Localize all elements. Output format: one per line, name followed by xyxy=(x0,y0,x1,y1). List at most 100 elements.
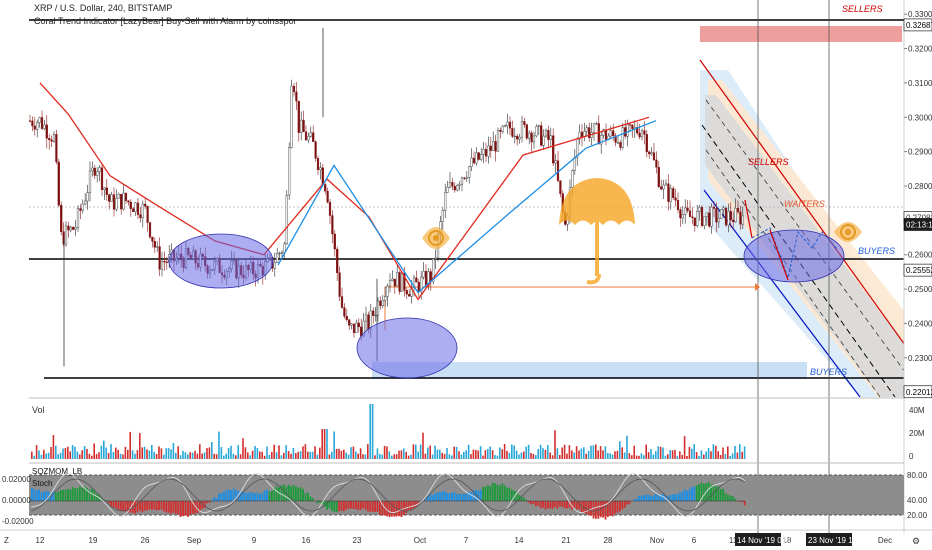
candle-body xyxy=(684,207,687,215)
symbol-title[interactable]: XRP / U.S. Dollar, 240, BITSTAMP xyxy=(34,3,172,13)
sqzmom-bar xyxy=(475,489,477,501)
sqzmom-bar xyxy=(223,491,225,501)
time-tick: 11 xyxy=(729,536,738,545)
buyers-zone[interactable] xyxy=(372,362,807,379)
sqzmom-bar xyxy=(261,493,264,501)
sqzmom-bar xyxy=(31,487,33,501)
candle-body xyxy=(501,125,504,132)
candle-body xyxy=(55,134,58,163)
candle-body xyxy=(391,278,394,281)
volume-bar xyxy=(249,455,251,459)
indicator-title[interactable]: Coral Trend Indicator [LazyBear] Buy-Sel… xyxy=(34,16,297,26)
left-tick-1: 0.02000 xyxy=(2,475,31,484)
volume-bar xyxy=(151,444,153,459)
accumulation-ellipse-2[interactable] xyxy=(356,317,458,379)
right-tick-20: 20.00 xyxy=(907,511,928,520)
sqzmom-bar xyxy=(227,489,230,501)
volume-bar xyxy=(491,450,494,459)
channel-upper-line[interactable] xyxy=(699,59,906,346)
volume-bar xyxy=(367,444,369,459)
forecast-red-2[interactable] xyxy=(769,229,789,281)
sqzmom-bar xyxy=(256,492,259,501)
sqzmom-bar xyxy=(472,490,475,501)
volume-bar xyxy=(67,446,69,459)
time-tick: 26 xyxy=(141,536,150,545)
settings-gear-icon[interactable]: ⚙ xyxy=(912,536,920,546)
volume-bar xyxy=(211,442,213,459)
volume-bar xyxy=(196,453,199,459)
candle-body xyxy=(657,167,660,187)
candle-body xyxy=(74,226,77,230)
candle-body xyxy=(508,121,512,129)
channel-mid-line[interactable] xyxy=(701,124,896,398)
volume-bar xyxy=(95,454,98,459)
volume-bar xyxy=(215,454,218,459)
volume-bar xyxy=(458,451,460,459)
sqzmom-bar xyxy=(136,501,139,513)
candle-body xyxy=(129,201,132,209)
sqzmom-bar xyxy=(263,490,266,501)
candle-body xyxy=(52,134,56,142)
zoom-icon[interactable]: Z xyxy=(4,536,9,545)
sqzmom-bar xyxy=(371,501,374,512)
sqzmom-bar xyxy=(122,501,124,511)
candle-body xyxy=(516,135,519,140)
volume-bar xyxy=(686,455,688,459)
forecast-red-1[interactable] xyxy=(744,199,753,239)
candle-body xyxy=(571,170,574,188)
time-badge-2: 23 Nov '19 11:00 xyxy=(806,533,868,546)
volume-bar xyxy=(525,446,527,459)
accumulation-ellipse-3[interactable] xyxy=(743,229,845,283)
channel-lower-line[interactable] xyxy=(703,189,861,398)
volume-bar xyxy=(208,447,211,459)
candle-body xyxy=(724,207,728,226)
sqzmom-bar xyxy=(191,501,194,514)
candle-body xyxy=(628,124,632,126)
sqzmom-bar xyxy=(107,501,110,504)
volume-bar xyxy=(239,454,242,459)
volume-bar xyxy=(177,446,179,459)
volume-bar xyxy=(448,454,451,459)
price-badge xyxy=(903,218,932,231)
candle-body xyxy=(355,322,358,334)
candle-body xyxy=(333,233,336,250)
volume-label: Vol xyxy=(32,405,45,415)
coral-trend-blue-line[interactable] xyxy=(277,120,657,294)
sqzmom-bar xyxy=(417,501,420,506)
volume-bar xyxy=(335,448,338,459)
candle-body xyxy=(105,187,108,195)
sqzmom-bar xyxy=(52,491,55,501)
forecast-blue-zigzag[interactable] xyxy=(751,227,839,280)
candle-body xyxy=(393,278,396,287)
volume-bar xyxy=(374,455,376,459)
candle-body xyxy=(681,214,684,219)
sqzmom-bar xyxy=(515,491,518,501)
sqzmom-bar xyxy=(686,490,688,501)
sqzmom-bar xyxy=(532,501,535,504)
volume-bar xyxy=(155,453,158,459)
sqzmom-bar xyxy=(43,492,45,501)
sqzmom-bar xyxy=(674,493,676,501)
accumulation-ellipse-1[interactable] xyxy=(168,233,274,289)
sqzmom-bar xyxy=(602,501,604,518)
sqzmom-bar xyxy=(283,484,285,501)
sqzmom-bar xyxy=(566,501,568,509)
candle-body xyxy=(151,236,154,242)
sqzmom-bar xyxy=(278,487,280,501)
volume-bar xyxy=(424,453,427,459)
candle-body xyxy=(741,215,744,225)
sellers-zone[interactable] xyxy=(700,26,902,42)
sqzmom-bar xyxy=(523,497,525,501)
volume-bar xyxy=(427,447,429,459)
sqzmom-bar xyxy=(172,501,175,513)
volume-bar xyxy=(527,444,530,459)
candle-body xyxy=(520,121,524,138)
candle-body xyxy=(36,122,39,130)
volume-bar xyxy=(263,455,266,459)
volume-bar xyxy=(110,444,112,459)
volume-bar xyxy=(81,450,83,459)
volume-bar xyxy=(218,431,220,459)
volume-bar xyxy=(554,430,556,459)
